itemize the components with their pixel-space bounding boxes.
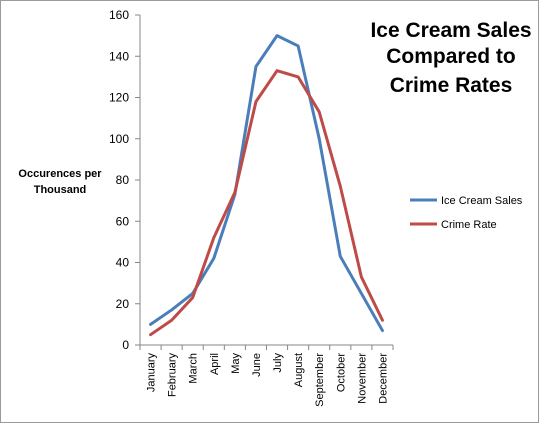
y-axis-label-line-2: Thousand [34, 184, 87, 196]
y-tick-label: 40 [116, 256, 130, 270]
y-tick-label: 0 [122, 338, 129, 352]
chart-title-line-3: Crime Rates [390, 74, 513, 97]
y-tick-label: 80 [116, 173, 130, 187]
chart-title: Ice Cream Sales Compared to Crime Rates [370, 19, 531, 97]
x-tick-label: September [314, 353, 326, 407]
y-tick-label: 140 [109, 49, 129, 63]
y-axis-ticks: 0 20 40 60 80 100 120 140 160 [109, 8, 140, 352]
x-tick-label: June [251, 353, 263, 377]
legend: Ice Cream Sales Crime Rate [410, 195, 523, 231]
x-axis-ticks: January February March April May June July Augu… [139, 345, 394, 407]
y-axis-label-line-1: Occurences per [18, 168, 102, 180]
axes [139, 15, 393, 346]
y-axis-label: Occurences per Thousand [18, 168, 102, 196]
y-tick-label: 120 [109, 91, 129, 105]
x-tick-label: December [377, 353, 389, 404]
legend-label: Crime Rate [441, 219, 497, 231]
x-tick-label: April [209, 353, 221, 375]
chart-title-line-1: Ice Cream Sales [370, 19, 531, 42]
x-tick-label: January [146, 353, 158, 393]
x-tick-label: February [167, 353, 179, 398]
x-tick-label: March [188, 353, 200, 384]
series-line-ice-cream-sales [149, 34, 384, 333]
x-tick-label: August [293, 353, 305, 387]
x-tick-label: May [230, 353, 242, 374]
y-tick-label: 100 [109, 132, 129, 146]
series-lines [149, 34, 384, 337]
x-tick-label: October [335, 353, 347, 392]
legend-label: Ice Cream Sales [441, 195, 523, 207]
y-tick-label: 60 [116, 214, 130, 228]
y-tick-label: 20 [116, 297, 130, 311]
chart-title-line-2: Compared to [386, 45, 516, 68]
series-line-crime-rate [149, 69, 384, 337]
x-tick-label: July [272, 353, 284, 373]
x-tick-label: November [356, 353, 368, 404]
y-tick-label: 160 [109, 8, 129, 22]
